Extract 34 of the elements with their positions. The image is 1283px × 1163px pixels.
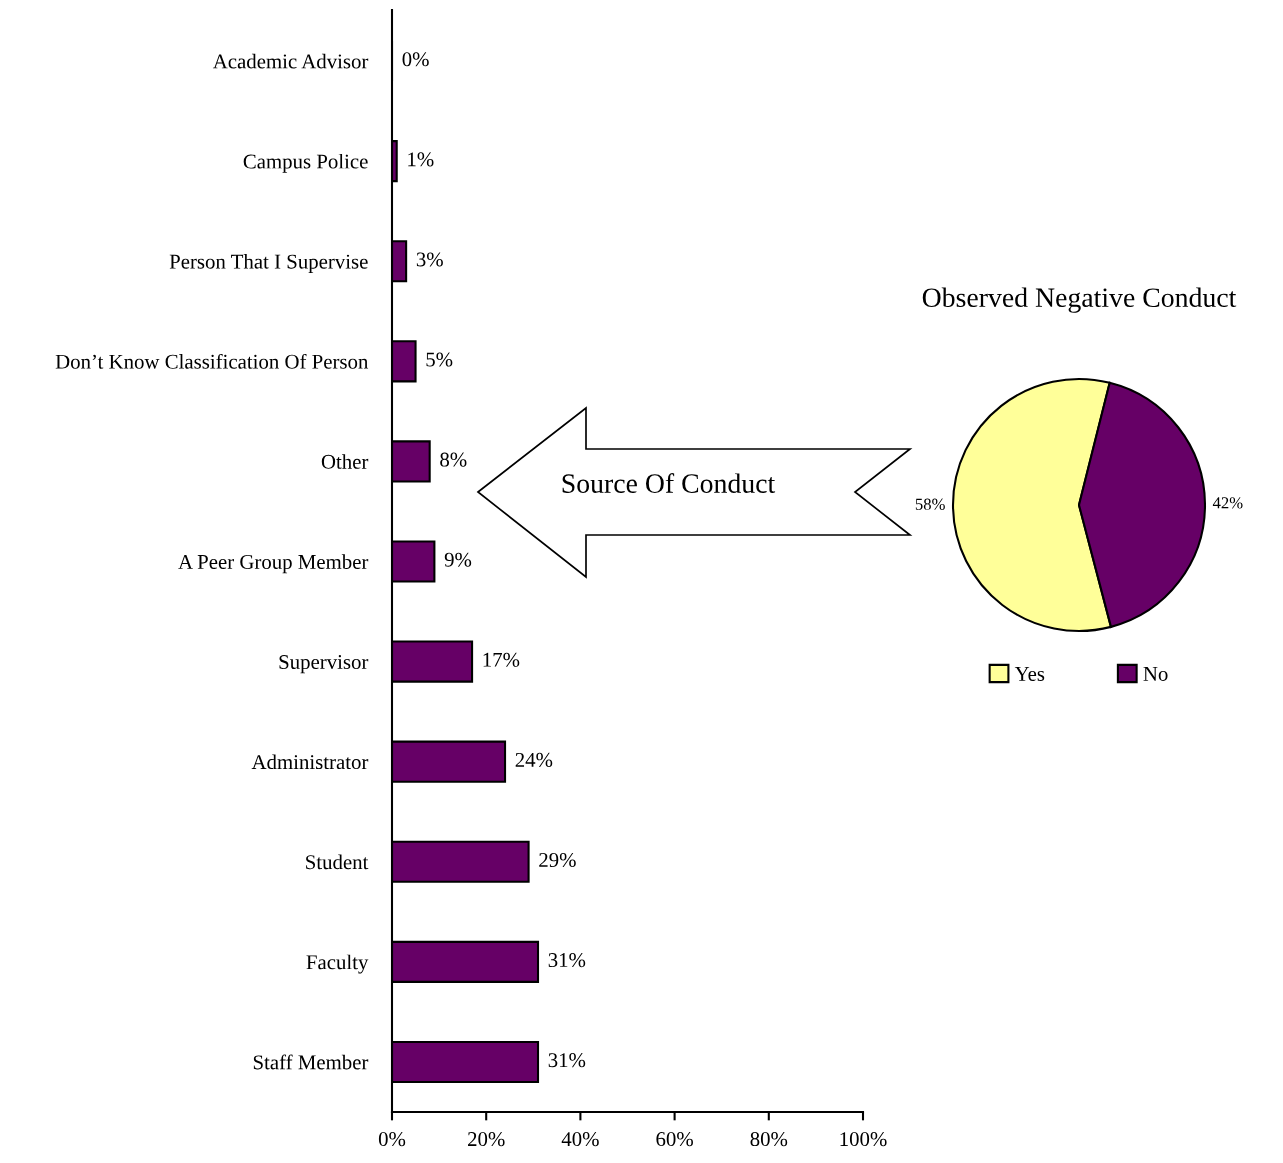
data-label: 31% (548, 1053, 586, 1068)
y-tick-label: Campus Police (243, 153, 368, 173)
data-label: 0% (402, 52, 429, 67)
data-label: 58% (915, 498, 945, 510)
annotation: Source Of Conduct (562, 473, 776, 493)
y-tick-label: Person That I Supervise (169, 254, 368, 273)
data-label: 31% (548, 953, 586, 968)
x-tick-label: 40% (561, 1132, 599, 1147)
y-tick-label: Other (321, 454, 369, 469)
y-tick-label: Administrator (251, 754, 369, 770)
x-tick-label: 100% (840, 1132, 887, 1147)
data-label: 1% (408, 152, 434, 167)
chart-title: Observed Negative Conduct (922, 287, 1237, 313)
data-label: 17% (483, 652, 520, 667)
data-label: 29% (539, 852, 576, 868)
y-tick-label: A Peer Group Member (178, 554, 369, 574)
legend-label: Yes (1014, 667, 1045, 681)
y-tick-label: Student (306, 854, 369, 870)
y-tick-label: Supervisor (279, 655, 369, 674)
y-tick-label: Don’t Know Classification Of Person (55, 353, 369, 369)
data-label: 42% (1212, 497, 1243, 509)
x-tick-label: 60% (656, 1132, 693, 1147)
y-tick-label: Faculty (306, 954, 369, 974)
x-tick-label: 20% (468, 1132, 505, 1147)
data-label: 9% (444, 552, 472, 567)
y-tick-label: Academic Advisor (212, 53, 369, 69)
data-label: 8% (440, 452, 467, 467)
legend-label: No (1143, 667, 1168, 681)
x-tick-label: 80% (750, 1132, 788, 1147)
data-label: 3% (416, 252, 443, 267)
y-tick-label: Staff Member (253, 1054, 369, 1070)
x-tick-label: 0% (378, 1132, 406, 1147)
data-label: 5% (426, 352, 453, 367)
data-label: 24% (515, 752, 553, 767)
